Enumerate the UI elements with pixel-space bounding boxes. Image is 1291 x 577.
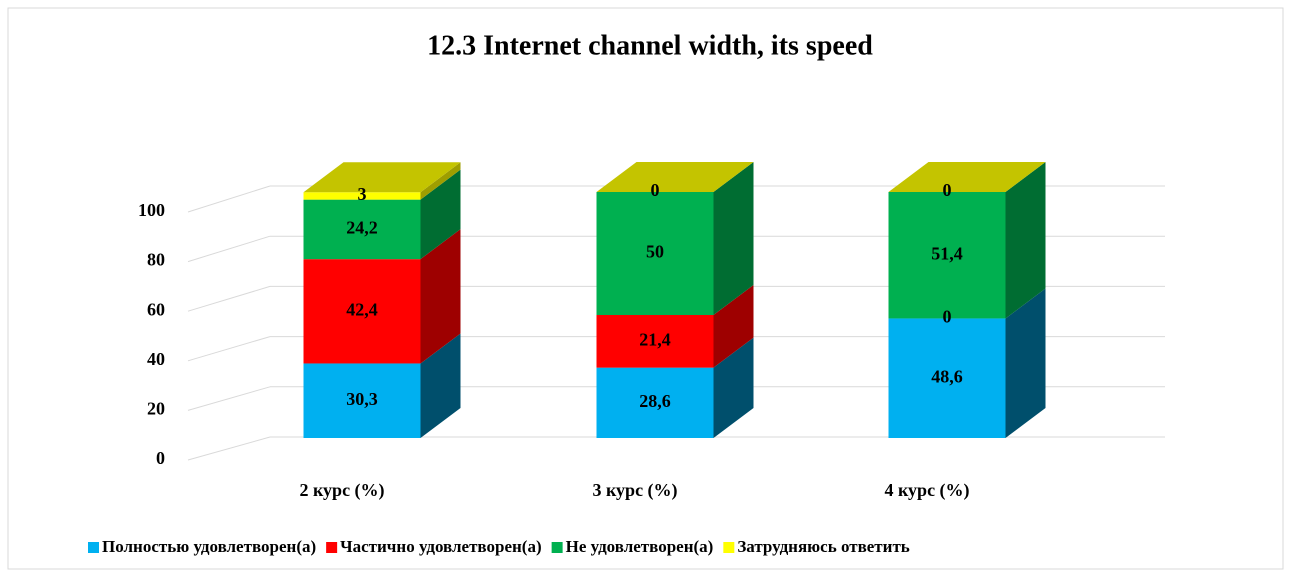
data-label: 51,4 xyxy=(931,243,963,263)
bar-segment xyxy=(888,192,1006,319)
bar-segment-side xyxy=(713,337,754,438)
bar-segment xyxy=(596,315,714,368)
chart-title: 12.3 Internet channel width, its speed xyxy=(427,30,873,61)
data-label: 48,6 xyxy=(931,366,963,386)
bar-segment-side xyxy=(1005,288,1046,438)
bar-top xyxy=(303,162,461,193)
bar-segment xyxy=(596,192,714,315)
legend-label: Затрудняюсь ответить xyxy=(737,537,909,556)
data-label: 50 xyxy=(646,242,664,262)
data-label: 3 xyxy=(358,184,367,204)
data-label: 30,3 xyxy=(346,389,378,409)
data-label: 0 xyxy=(943,180,952,200)
x-tick-label: 2 курс (%) xyxy=(299,480,384,501)
legend-label: Частично удовлетворен(а) xyxy=(340,537,541,556)
data-label: 28,6 xyxy=(639,391,671,411)
grid-line-side xyxy=(187,436,271,461)
bar-segment xyxy=(303,199,421,260)
legend-swatch xyxy=(326,542,338,553)
bar-segment-side xyxy=(420,229,461,364)
data-label: 24,2 xyxy=(346,218,378,238)
data-label: 42,4 xyxy=(346,299,378,319)
bar-segment-side xyxy=(420,162,461,200)
y-tick-label: 60 xyxy=(147,299,165,319)
legend-swatch xyxy=(723,542,735,553)
legend-label: Не удовлетворен(а) xyxy=(566,537,714,556)
data-label: 0 xyxy=(943,307,952,327)
grid-line-side xyxy=(187,235,271,263)
data-label: 21,4 xyxy=(639,329,671,349)
legend-label: Полностью удовлетворен(а) xyxy=(102,537,316,556)
bar-segment xyxy=(303,363,421,438)
y-tick-label: 0 xyxy=(156,448,165,468)
bar-segment-side xyxy=(713,285,754,368)
bar-segment-side xyxy=(1005,162,1046,319)
bar-top xyxy=(596,162,754,192)
legend-swatch xyxy=(88,542,99,553)
grid-line-side xyxy=(187,185,271,213)
data-label: 0 xyxy=(651,180,660,200)
y-tick-label: 40 xyxy=(147,349,165,369)
bar-segment-side xyxy=(420,169,461,260)
y-tick-label: 20 xyxy=(147,399,165,419)
x-tick-label: 4 курс (%) xyxy=(884,480,969,501)
grid-line-side xyxy=(187,336,271,362)
legend-swatch xyxy=(551,542,563,553)
bar-segment xyxy=(596,367,714,438)
grid-line-side xyxy=(187,285,271,312)
bar-segment xyxy=(888,318,1006,438)
bar-top xyxy=(888,162,1046,192)
x-tick-label: 3 курс (%) xyxy=(592,480,677,501)
bar-segment-side xyxy=(420,333,461,438)
bar-segment xyxy=(303,192,421,200)
bar-segment-side xyxy=(713,162,754,315)
grid-line-side xyxy=(187,386,271,411)
y-tick-label: 80 xyxy=(147,250,165,270)
bar-segment xyxy=(303,259,421,364)
y-tick-label: 100 xyxy=(138,200,165,220)
